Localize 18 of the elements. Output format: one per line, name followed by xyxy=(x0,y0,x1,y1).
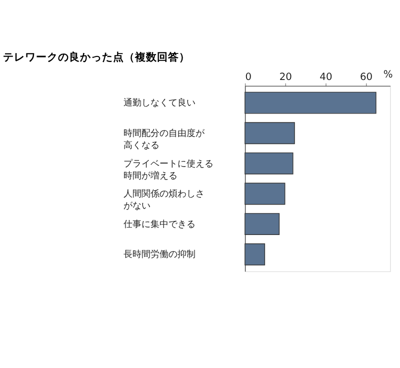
y-tick-label: 通勤しなくて良い xyxy=(124,98,196,109)
x-tick-label: 20 xyxy=(279,72,292,83)
bar xyxy=(244,213,280,236)
x-tick-label: 0 xyxy=(245,72,252,83)
y-tick-label: 時間配分の自由度が高くなる xyxy=(124,128,206,151)
bar xyxy=(244,92,376,114)
y-tick-label: 仕事に集中できる xyxy=(124,218,196,230)
x-axis-title: % xyxy=(383,70,393,81)
y-tick-label: プライベートに使える時間が増える xyxy=(124,158,214,182)
bar xyxy=(244,243,266,266)
bar xyxy=(244,152,294,174)
bar xyxy=(244,122,295,144)
x-tick-label: 60 xyxy=(360,72,373,83)
y-tick-label: 長時間労働の抑制 xyxy=(124,249,196,260)
bar xyxy=(244,182,286,205)
x-tick-label: 40 xyxy=(320,72,332,83)
text: テレワークの良かった点（複数回答） xyxy=(2,50,190,64)
y-tick-label: 人間関係の煩わしさがない xyxy=(124,188,205,212)
